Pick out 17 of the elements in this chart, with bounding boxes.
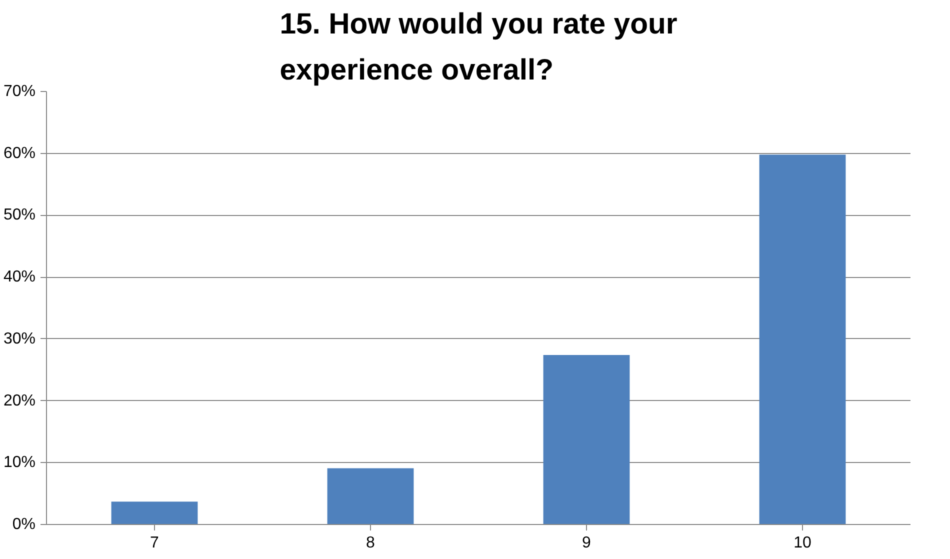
y-tick-label: 40% <box>3 268 36 286</box>
x-tick-label: 9 <box>582 534 592 552</box>
y-tick-label: 30% <box>3 330 36 348</box>
chart-title: 15. How would you rate your experience overall? <box>280 7 678 86</box>
y-tick-label: 50% <box>3 206 36 224</box>
bar <box>327 468 414 524</box>
x-tick-label: 10 <box>794 534 812 552</box>
y-tick-label: 10% <box>3 454 36 472</box>
x-tick-label: 7 <box>150 534 160 552</box>
bar <box>111 502 198 524</box>
y-tick-label: 70% <box>3 83 36 100</box>
x-tick-label: 8 <box>366 534 376 552</box>
y-tick-label: 20% <box>3 392 36 410</box>
y-tick-label: 60% <box>3 144 36 162</box>
y-tick-label: 0% <box>12 516 36 533</box>
bar <box>759 154 846 524</box>
bar <box>543 355 630 524</box>
